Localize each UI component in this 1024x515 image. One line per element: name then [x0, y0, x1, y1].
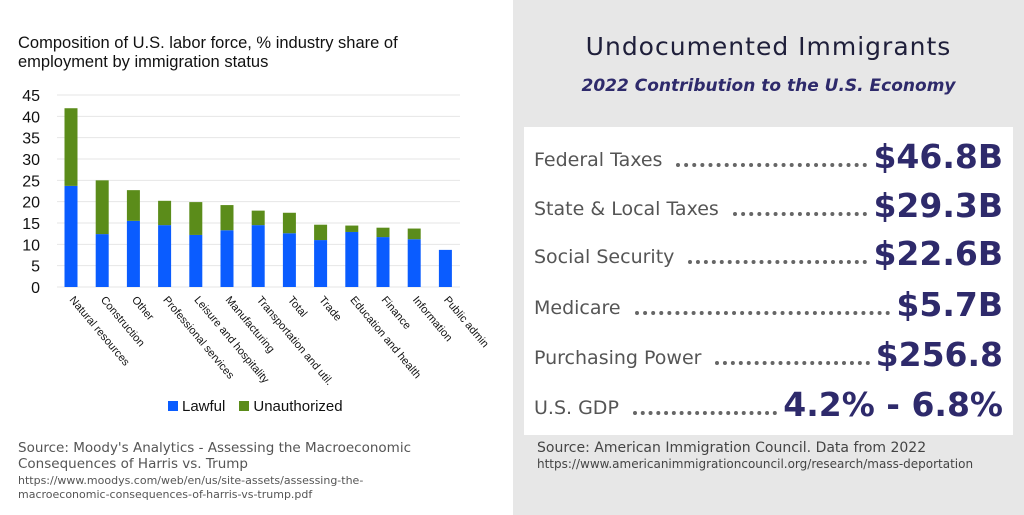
contribution-row: Federal Taxes $46.8B: [534, 135, 1003, 175]
source-url[interactable]: https://www.americanimmigrationcouncil.o…: [537, 457, 974, 471]
y-tick-label: 35: [22, 131, 40, 148]
row-label: Social Security: [534, 246, 675, 268]
row-label: Purchasing Power: [534, 347, 702, 369]
bar-lawful: [158, 225, 172, 287]
x-tick-label: Public admin: [441, 294, 491, 350]
source-text: Source: American Immigration Council. Da…: [537, 440, 927, 456]
y-tick-label: 25: [22, 173, 40, 190]
bar-unauthorized: [345, 225, 359, 232]
bar-unauthorized: [220, 205, 234, 231]
bar-unauthorized: [158, 200, 172, 226]
infographic-panel: Undocumented Immigrants 2022 Contributio…: [513, 0, 1024, 515]
bar-unauthorized: [282, 212, 296, 234]
row-label: U.S. GDP: [534, 397, 619, 419]
row-value: 4.2% - 6.8%: [783, 385, 1003, 424]
bar-lawful: [438, 249, 452, 287]
bar-unauthorized: [95, 180, 109, 235]
bar-lawful: [282, 233, 296, 287]
bar-lawful: [189, 234, 203, 287]
x-tick-label: Other: [129, 294, 156, 323]
contribution-row: Social Security $22.6B: [534, 232, 1003, 272]
row-label: Federal Taxes: [534, 149, 663, 171]
bar-lawful: [126, 220, 140, 287]
y-tick-label: 20: [22, 195, 40, 212]
bar-lawful: [95, 234, 109, 287]
chart-panel: Composition of U.S. labor force, % indus…: [18, 34, 491, 501]
bar-lawful: [407, 239, 421, 287]
y-tick-label: 40: [22, 109, 40, 126]
bar-lawful: [220, 230, 234, 287]
legend-lawful: Lawful: [168, 398, 225, 415]
bar-lawful: [345, 231, 359, 287]
row-label: State & Local Taxes: [534, 198, 719, 220]
y-tick-label: 45: [22, 88, 40, 105]
y-tick-label: 5: [31, 259, 40, 276]
row-value: $5.7B: [896, 285, 1003, 324]
bar-unauthorized: [407, 228, 421, 240]
chart-title: Composition of U.S. labor force, % indus…: [18, 34, 398, 71]
infographic-subtitle: 2022 Contribution to the U.S. Economy: [581, 76, 956, 96]
y-tick-label: 10: [22, 237, 40, 254]
contribution-row: Medicare $5.7B: [534, 283, 1003, 323]
bar-lawful: [251, 225, 265, 287]
source-url[interactable]: https://www.moodys.com/web/en/us/site-as…: [18, 474, 364, 501]
dot-leader: [632, 411, 778, 415]
row-label: Medicare: [534, 297, 621, 319]
dot-leader: [715, 361, 870, 365]
contribution-list: Federal Taxes $46.8B State & Local Taxes $2…: [524, 127, 1013, 435]
bar-lawful: [64, 185, 78, 287]
legend: Lawful Unauthorized: [168, 398, 343, 415]
bar-unauthorized: [64, 108, 78, 186]
row-value: $256.8: [875, 335, 1003, 374]
bar-lawful: [314, 240, 328, 287]
contribution-row: Purchasing Power $256.8: [534, 333, 1003, 373]
contribution-row: State & Local Taxes $29.3B: [534, 184, 1003, 224]
y-tick-label: 15: [22, 216, 40, 233]
legend-unauthorized: Unauthorized: [239, 398, 343, 415]
bar-unauthorized: [126, 190, 140, 221]
row-value: $22.6B: [873, 234, 1003, 273]
bar-unauthorized: [189, 202, 203, 235]
dot-leader: [676, 163, 868, 167]
bar-lawful: [376, 237, 390, 287]
infographic-title: Undocumented Immigrants: [585, 32, 952, 61]
row-value: $29.3B: [873, 186, 1003, 225]
bar-unauthorized: [314, 224, 328, 241]
bar-unauthorized: [251, 210, 265, 226]
x-tick-label: Total: [285, 294, 309, 320]
row-value: $46.8B: [873, 137, 1003, 176]
dot-leader: [688, 260, 868, 264]
x-tick-label: Natural resources: [67, 294, 132, 369]
x-tick-label: Trade: [316, 294, 343, 323]
y-tick-label: 30: [22, 152, 40, 169]
bar-unauthorized: [376, 227, 390, 238]
dot-leader: [634, 311, 891, 315]
dot-leader: [732, 212, 868, 216]
contribution-row: U.S. GDP 4.2% - 6.8%: [534, 383, 1003, 423]
y-tick-label: 0: [31, 280, 40, 297]
source-text: Source: Moody's Analytics - Assessing th…: [18, 440, 411, 472]
